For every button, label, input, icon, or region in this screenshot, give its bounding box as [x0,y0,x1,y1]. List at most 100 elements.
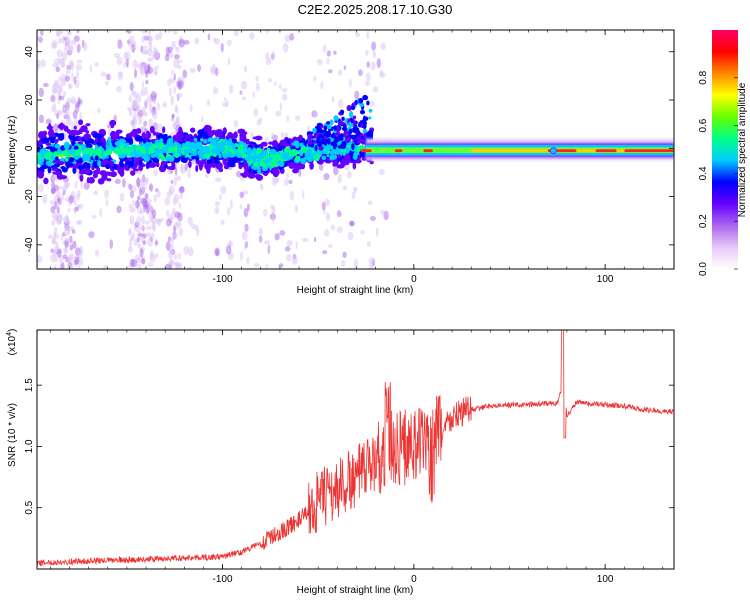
spectrogram-y-tick-label: 40 [24,46,35,58]
heatmap-scatter-cell [214,177,222,183]
heatmap-scatter-cell [75,79,80,89]
heatmap-peak [196,141,201,146]
heatmap-scatter-cell [246,256,250,265]
heatmap-cell [172,161,176,170]
heatmap-scatter-cell [143,65,150,74]
heatmap-cell [125,142,130,147]
heatmap-scatter-cell [91,214,97,219]
heatmap-cell [83,168,90,174]
heatmap-scatter-cell [113,52,121,59]
heatmap-scatter-cell [173,30,178,35]
heatmap-scatter-cell [240,251,243,262]
heatmap-scatter-cell [145,225,152,230]
heatmap-scatter-cell [258,227,264,236]
heatmap-scatter-cell [279,230,286,236]
heatmap-scatter-cell [246,203,250,212]
heatmap-scatter-cell [243,243,247,250]
heatmap-scatter-cell [60,58,66,68]
heatmap-scatter-cell [348,78,352,88]
heatmap-scatter-cell [144,192,149,200]
heatmap-peak [313,154,320,162]
heatmap-cell [145,131,152,139]
heatmap-peak [299,152,304,157]
heatmap-scatter-cell [288,179,293,184]
heatmap-cell [362,128,368,134]
heatmap-scatter-cell [94,62,100,67]
heatmap-scatter-cell [116,205,122,214]
heatmap-cell [79,174,84,182]
heatmap-scatter-cell [270,132,275,142]
snr-plot-area [37,330,674,569]
heatmap-cell [81,153,86,161]
heatmap-scatter-cell [178,227,184,237]
heatmap-peak [331,154,338,160]
heatmap-scatter-cell [368,257,375,264]
heatmap-scatter-cell [284,34,291,43]
heatmap-cell [129,152,134,157]
heatmap-scatter-cell [104,81,109,86]
heatmap-cell [60,166,66,170]
spectrogram-x-axis-label: Height of straight line (km) [297,285,414,296]
heatmap-scatter-cell [62,190,66,195]
snr-frame [36,329,675,570]
heatmap-peak [232,150,237,155]
heatmap-scatter-cell [272,50,275,61]
heatmap-cell [289,165,295,169]
heatmap-scatter-cell [178,202,182,210]
heatmap-scatter-cell [259,183,264,191]
heatmap-scatter-cell [165,240,171,251]
heatmap-scatter-cell [139,248,144,258]
heatmap-scatter-cell [166,78,172,87]
heatmap-cell [85,162,91,170]
heatmap-cell [149,162,155,168]
heatmap-scatter-cell [50,187,56,194]
heatmap-scatter-cell [153,169,158,176]
heatmap-cell [57,123,66,130]
heatmap-scatter-cell [312,76,317,82]
heatmap-scatter-cell [316,58,323,66]
heatmap-scatter-cell [133,41,137,50]
heatmap-scatter-cell [37,35,40,41]
heatmap-scatter-cell [173,73,176,81]
heatmap-scatter-cell [371,41,377,51]
heatmap-scatter-cell [281,87,288,93]
heatmap-scatter-cell [171,113,175,119]
heatmap-cell [94,137,98,144]
heatmap-cell [89,147,95,154]
heatmap-scatter-cell [69,83,73,89]
heatmap-scatter-cell [94,249,100,257]
heatmap-cell [117,166,125,174]
heatmap-peak [300,157,307,165]
heatmap-peak [281,153,289,160]
heatmap-cell [54,138,59,143]
heatmap-cell [362,115,366,123]
heatmap-peak [266,147,271,152]
heatmap-scatter-cell [147,30,152,36]
heatmap-scatter-cell [105,198,109,207]
heatmap-peak [190,142,196,148]
heatmap-scatter-cell [137,195,141,201]
heatmap-peak [262,163,267,168]
snr-y-tick-label: 1.5 [24,378,35,392]
heatmap-peak [246,148,253,155]
heatmap-cell [231,133,235,140]
heatmap-scatter-cell [51,62,59,68]
heatmap-scatter-cell [333,165,339,176]
heatmap-scatter-cell [265,263,269,269]
heatmap-band-peak [595,149,617,153]
heatmap-scatter-cell [153,49,158,59]
heatmap-peak [151,143,157,149]
figure-title: C2E2.2025.208.17.10.G30 [298,2,453,17]
heatmap-scatter-cell [220,42,224,53]
heatmap-scatter-cell [143,98,149,109]
heatmap-scatter-cell [150,233,155,239]
heatmap-scatter-cell [74,180,78,189]
heatmap-scatter-cell [53,173,56,181]
heatmap-peak [165,157,170,162]
heatmap-cell [346,104,352,112]
heatmap-cell [367,130,374,137]
heatmap-peak [251,165,256,170]
heatmap-scatter-cell [141,80,145,91]
heatmap-cell [307,140,313,146]
heatmap-cell [67,149,76,155]
